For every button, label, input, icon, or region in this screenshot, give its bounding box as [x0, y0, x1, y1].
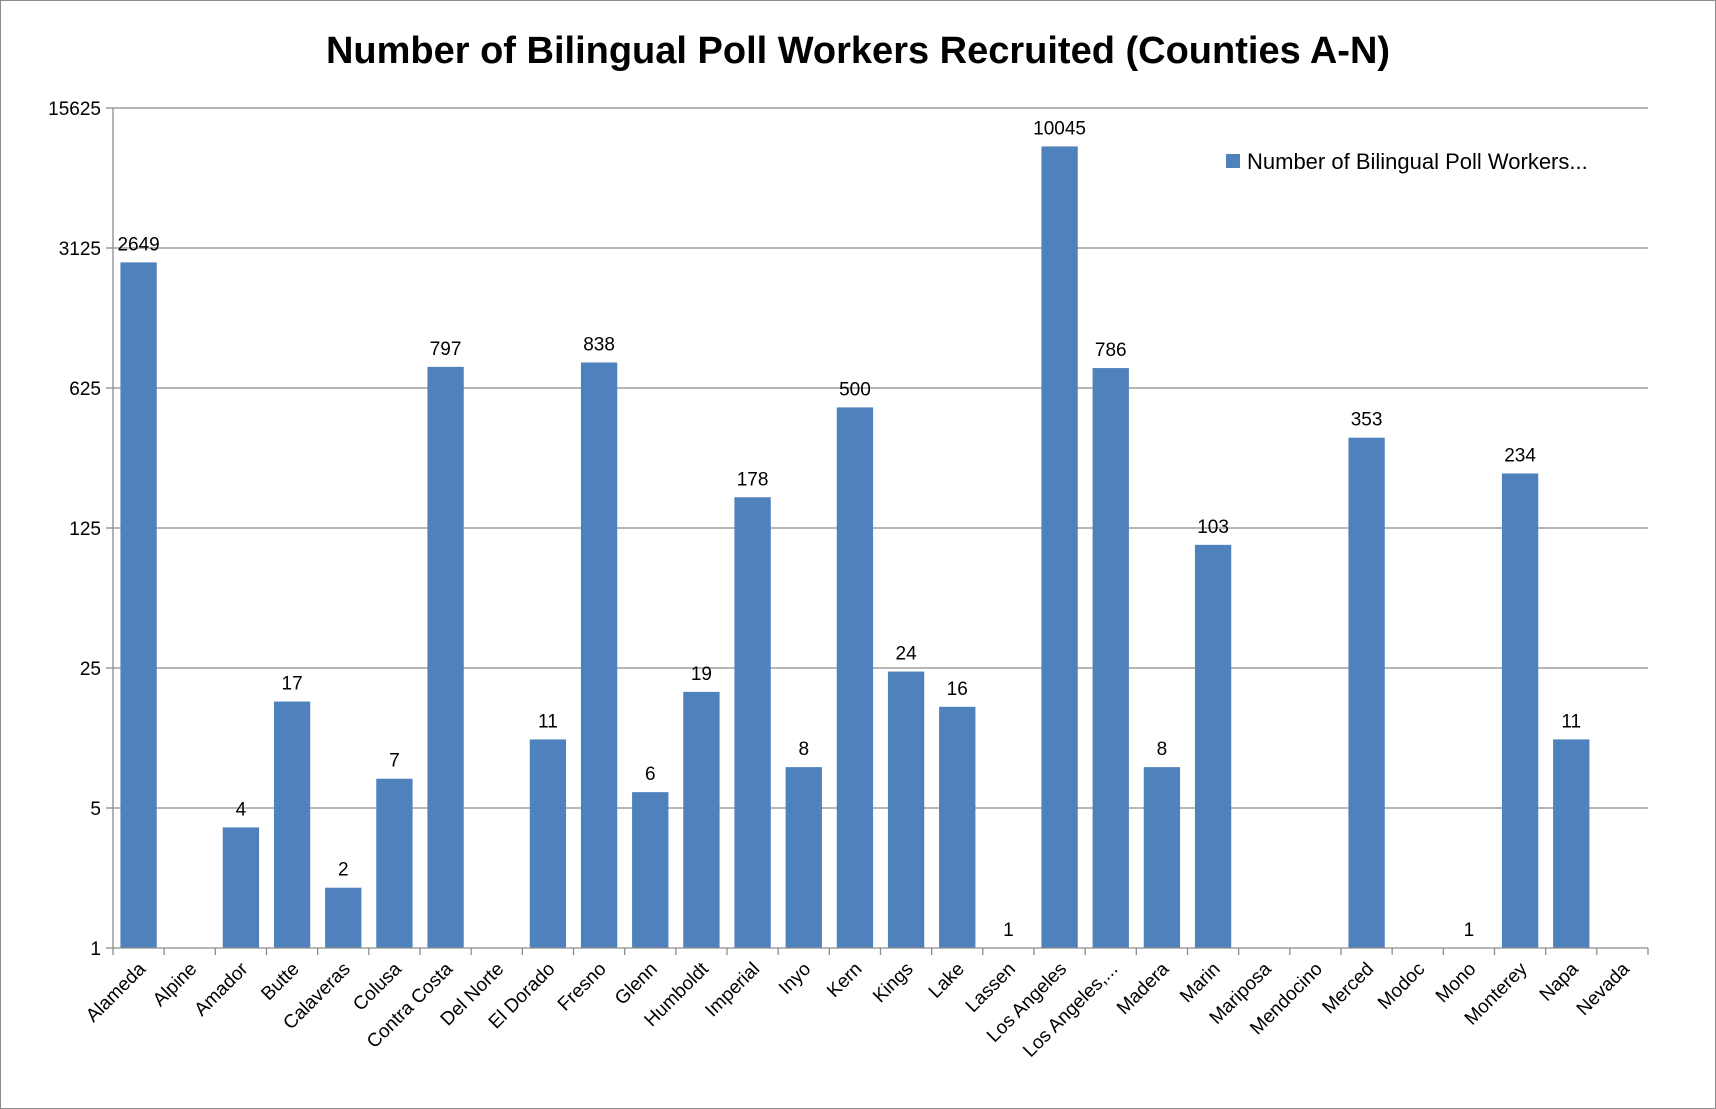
data-label: 4 — [236, 799, 247, 820]
data-label: 103 — [1197, 517, 1229, 538]
x-tick-label: Nevada — [1573, 958, 1634, 1019]
data-labels: 2649 4 17 2 7 797 11 838 6 19 178 8 500 24 16 1 10045 786… — [117, 118, 1581, 941]
data-label: 11 — [538, 711, 558, 732]
data-label: 8 — [1157, 739, 1168, 760]
data-label: 24 — [896, 644, 918, 665]
x-tick-label: Alameda — [82, 958, 150, 1026]
data-label: 178 — [737, 469, 769, 490]
data-label: 1 — [1464, 920, 1475, 941]
bar — [632, 792, 669, 948]
data-label: 17 — [282, 674, 303, 695]
bar — [1348, 437, 1385, 948]
x-tick-label: Merced — [1318, 959, 1378, 1019]
data-label: 234 — [1504, 445, 1536, 466]
data-label: 1 — [1003, 920, 1014, 941]
bar — [785, 767, 822, 948]
data-label: 7 — [389, 751, 400, 772]
data-label: 10045 — [1033, 118, 1086, 139]
bar — [887, 671, 925, 948]
y-tick-label: 5 — [90, 799, 101, 820]
bar — [376, 778, 413, 948]
x-tick-label: Kern — [823, 959, 866, 1002]
x-tick-label: Kings — [869, 959, 917, 1007]
data-label: 16 — [947, 679, 968, 700]
data-label: 2 — [338, 860, 349, 881]
x-tick-label: Butte — [257, 959, 303, 1005]
bar — [683, 691, 720, 948]
bar — [1143, 767, 1181, 948]
data-label: 353 — [1351, 410, 1383, 431]
x-tick-label: Los Angeles,... — [1019, 959, 1122, 1062]
bar — [1553, 739, 1590, 948]
x-tick-label: Marin — [1176, 959, 1224, 1007]
bar — [1092, 368, 1129, 949]
data-label: 838 — [583, 334, 615, 355]
bar — [734, 497, 771, 948]
x-tick-label: Lake — [925, 959, 969, 1003]
data-label: 500 — [839, 379, 871, 400]
y-tick-label: 625 — [69, 379, 101, 400]
bar — [222, 827, 260, 948]
bars — [120, 146, 1590, 949]
y-tick-label: 1 — [90, 939, 101, 960]
data-label: 11 — [1561, 711, 1581, 732]
data-label: 797 — [430, 339, 462, 360]
bar — [580, 362, 618, 949]
x-tick-label: Mono — [1432, 959, 1480, 1007]
bar — [427, 366, 464, 948]
bar — [1501, 473, 1539, 948]
x-tick-label: Inyo — [775, 959, 815, 999]
data-label: 6 — [645, 764, 656, 785]
data-label: 786 — [1095, 340, 1127, 361]
x-tick-label: Imperial — [701, 959, 764, 1022]
y-tick-label: 125 — [69, 519, 101, 540]
y-axis-ticks: 1 5 25 125 625 3125 15625 — [48, 99, 114, 960]
y-tick-label: 25 — [80, 659, 101, 680]
gridlines — [113, 107, 1648, 809]
data-label: 19 — [691, 664, 712, 685]
bar — [120, 262, 157, 948]
bar — [273, 701, 311, 948]
legend-label: Number of Bilingual Poll Workers... — [1247, 149, 1588, 174]
y-tick-label: 3125 — [59, 239, 101, 260]
bar — [1194, 544, 1232, 948]
bar — [1041, 146, 1078, 949]
data-label: 8 — [798, 739, 809, 760]
x-tick-label: Napa — [1536, 958, 1583, 1005]
x-tick-label: Fresno — [554, 959, 611, 1016]
chart-title: Number of Bilingual Poll Workers Recruit… — [325, 30, 1391, 72]
x-tick-label: Amador — [191, 958, 253, 1020]
bar — [325, 887, 362, 948]
bar — [529, 739, 567, 948]
bar — [939, 706, 976, 948]
y-tick-label: 15625 — [48, 99, 101, 120]
x-tick-label: Modoc — [1374, 959, 1429, 1014]
legend-swatch — [1226, 154, 1240, 168]
legend: Number of Bilingual Poll Workers... — [1226, 149, 1588, 174]
data-label: 2649 — [117, 234, 159, 255]
x-tick-label: Madera — [1113, 958, 1174, 1019]
bar — [836, 407, 874, 949]
